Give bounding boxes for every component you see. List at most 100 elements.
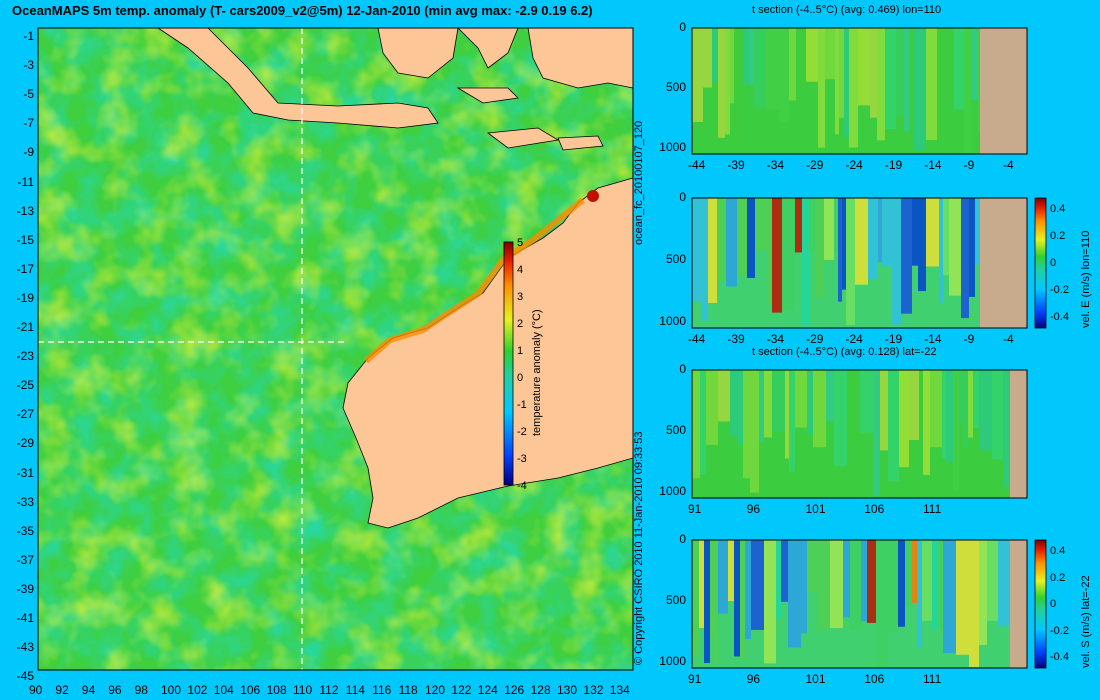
velocity-colorbar-tick: 0.2 — [1050, 571, 1066, 584]
section-stripe — [692, 540, 699, 655]
map-colorbar-tick: -1 — [517, 399, 527, 411]
map-lat-tick: -39 — [16, 581, 34, 596]
section-x-tick: 91 — [688, 502, 702, 516]
section-stripe — [909, 28, 914, 133]
velocity-colorbar-tick: 0.4 — [1050, 203, 1066, 215]
section-x-tick: -34 — [766, 158, 785, 172]
section-stripe — [842, 198, 846, 290]
section-x-tick: -39 — [727, 332, 745, 346]
section-stripe — [961, 198, 969, 319]
map-lon-tick: 102 — [187, 683, 208, 697]
map-lat-tick: -23 — [16, 349, 34, 364]
section-stripe — [781, 540, 788, 602]
panel-title: t section (-4..5°C) (avg: 0.128) lat=-22 — [752, 346, 937, 358]
velocity-colorbar-tick: 0 — [1050, 598, 1057, 610]
map-lat-tick: -11 — [17, 174, 34, 189]
velocity-colorbar-tick: -0.4 — [1050, 651, 1069, 663]
section-stripe — [699, 540, 704, 629]
section-stripe — [745, 540, 751, 639]
section-stripe — [917, 540, 922, 649]
section-stripe — [850, 540, 861, 631]
section-stripe — [718, 540, 728, 614]
section-stripe — [938, 540, 943, 630]
section-stripe — [868, 198, 878, 279]
section-stripe — [932, 540, 938, 630]
section-stripe — [796, 28, 806, 153]
section-x-tick: 111 — [923, 672, 942, 686]
section-stripe — [922, 540, 932, 621]
map-lon-tick: 120 — [425, 683, 446, 697]
map-lat-tick: -45 — [16, 669, 34, 684]
map-colorbar-tick: -2 — [517, 426, 527, 438]
section-land — [1010, 540, 1027, 668]
section-stripe — [844, 28, 849, 137]
section-stripe — [946, 370, 953, 462]
section-x-tick: 101 — [805, 502, 826, 516]
section-stripe — [815, 198, 824, 298]
section-stripe — [764, 540, 776, 664]
section-stripe — [943, 28, 954, 89]
section-x-tick: -29 — [806, 158, 824, 172]
map-lat-tick: -41 — [16, 611, 34, 625]
section-stripe — [706, 370, 718, 445]
section-frame — [691, 197, 1028, 329]
map-lon-tick: 128 — [530, 683, 551, 697]
map-lon-tick: 92 — [55, 683, 69, 697]
section-stripe — [754, 28, 766, 109]
section-stripe — [767, 198, 772, 304]
section-stripe — [969, 198, 975, 297]
section-x-tick: -39 — [727, 158, 745, 172]
section-stripe — [818, 28, 825, 148]
map-lat-tick: -27 — [16, 407, 34, 422]
map-lon-tick: 130 — [557, 683, 578, 697]
map-lon-tick: 122 — [451, 683, 472, 697]
map-lon-tick: 116 — [372, 683, 392, 697]
section-stripe — [779, 28, 789, 123]
section-frame — [691, 369, 1028, 499]
section-stripe — [867, 540, 876, 623]
section-stripe — [847, 370, 860, 460]
section-stripe — [954, 28, 964, 110]
section-stripe — [738, 370, 743, 445]
land-sumatra-java — [156, 27, 439, 129]
section-stripe — [710, 540, 714, 639]
section-y-tick: 500 — [665, 252, 686, 267]
section-stripe — [860, 370, 873, 433]
map-lat-tick: -17 — [16, 261, 34, 276]
map-lat-tick: -21 — [16, 320, 34, 334]
section-y-tick: 500 — [665, 423, 686, 438]
section-x-tick: -44 — [688, 158, 706, 172]
section-stripe — [899, 370, 909, 468]
section-stripe — [885, 28, 896, 130]
section-stripe — [858, 28, 870, 106]
map-lat-tick: -7 — [23, 116, 34, 131]
section-stripe — [896, 28, 904, 116]
section-stripe — [700, 370, 706, 475]
copyright-label: © Copyright CSIRO 2010 11-Jan-2010 09:33… — [633, 431, 645, 665]
section-stripe — [918, 198, 926, 292]
section-stripe — [825, 28, 835, 80]
velocity-colorbar-tick: 0 — [1050, 257, 1057, 269]
section-stripe — [730, 370, 738, 437]
section-stripe — [888, 540, 898, 633]
section-stripe — [923, 370, 930, 475]
map-lat-tick: -33 — [16, 494, 34, 509]
section-stripe — [789, 28, 796, 101]
map-lon-tick: 94 — [81, 683, 96, 697]
map-colorbar-tick: -4 — [517, 480, 527, 492]
section-stripe — [901, 198, 912, 314]
section-x-tick: 96 — [746, 502, 761, 516]
section-stripe — [712, 28, 718, 83]
section-stripe — [873, 370, 880, 497]
section-stripe — [975, 198, 980, 265]
section-stripe — [942, 370, 946, 458]
section-stripe — [743, 370, 750, 479]
temperature-section-panel — [691, 197, 1028, 329]
section-stripe — [1003, 370, 1010, 488]
section-stripe — [766, 28, 779, 110]
section-stripe — [718, 370, 730, 422]
section-stripe — [846, 198, 855, 326]
section-y-tick: 500 — [665, 80, 686, 95]
map-colorbar-tick: 1 — [517, 345, 523, 357]
section-stripe — [737, 198, 747, 275]
